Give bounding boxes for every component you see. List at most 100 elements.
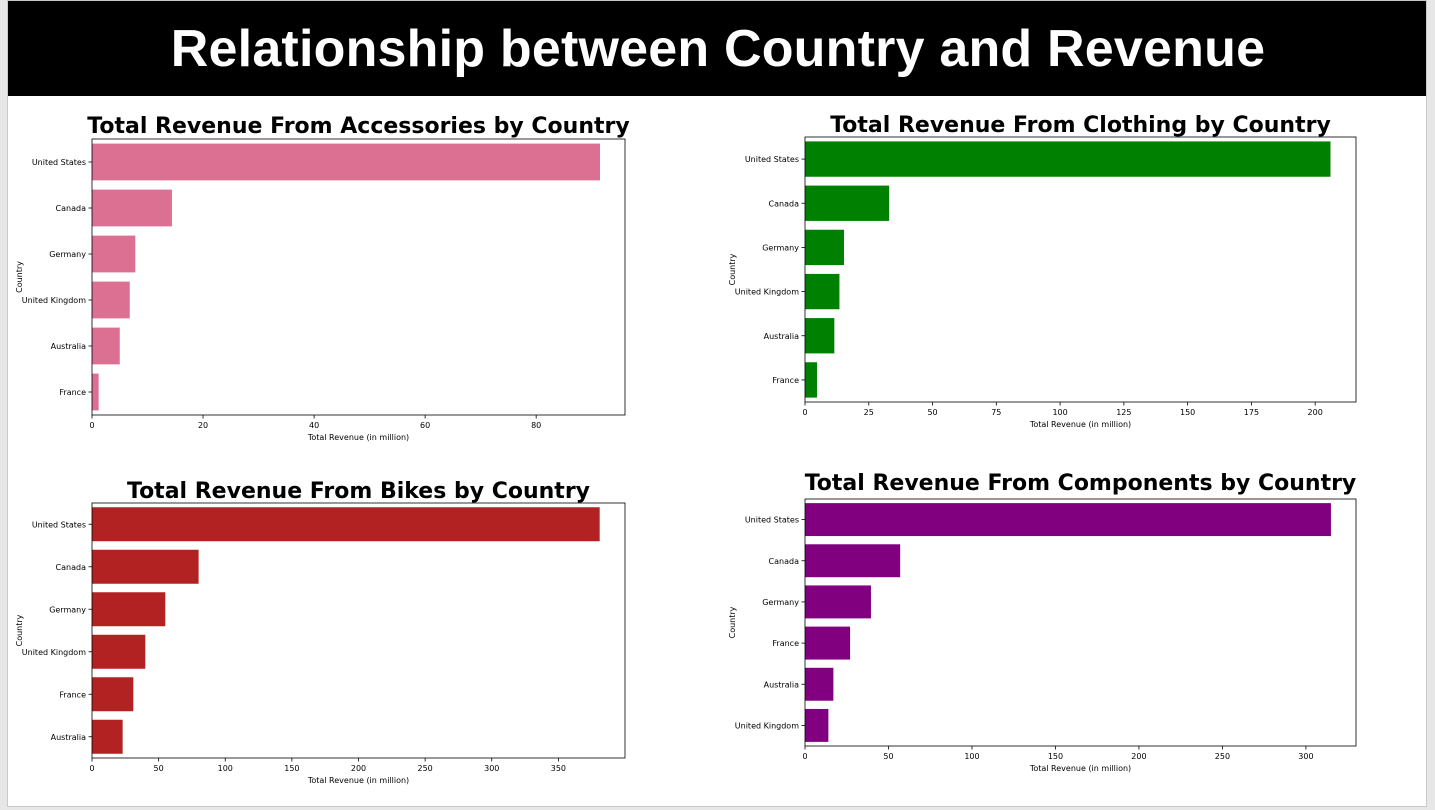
plot-frame xyxy=(91,502,626,759)
y-tick-label-united-states: United States xyxy=(32,520,86,529)
bar-united-states xyxy=(805,503,1331,537)
y-tick-label-australia: Australia xyxy=(51,342,86,351)
y-tick-label-united-kingdom: United Kingdom xyxy=(735,288,799,297)
bar-united-kingdom xyxy=(805,708,829,742)
x-tick-label: 125 xyxy=(1116,408,1131,417)
x-tick-label: 100 xyxy=(218,764,233,773)
y-tick-label-germany: Germany xyxy=(49,250,86,259)
x-tick-label: 150 xyxy=(1048,752,1063,761)
bar-canada xyxy=(92,549,199,584)
x-tick-label: 20 xyxy=(198,421,208,430)
bar-canada xyxy=(805,185,890,221)
bar-australia xyxy=(92,719,123,754)
y-tick-label-france: France xyxy=(772,376,799,385)
x-tick-label: 175 xyxy=(1244,408,1259,417)
bar-france xyxy=(805,362,817,398)
y-axis-label: Country xyxy=(15,614,24,646)
x-tick-label: 60 xyxy=(420,421,430,430)
x-axis-label: Total Revenue (in million) xyxy=(307,433,409,442)
y-tick-label-germany: Germany xyxy=(49,605,86,614)
x-tick-label: 250 xyxy=(1215,752,1230,761)
x-tick-label: 200 xyxy=(1131,752,1146,761)
bar-united-states xyxy=(92,507,600,542)
chart-title: Total Revenue From Bikes by Country xyxy=(127,479,590,504)
x-tick-label: 50 xyxy=(927,408,937,417)
y-axis-label: Country xyxy=(728,606,737,638)
bar-germany xyxy=(92,592,166,627)
x-axis-label: Total Revenue (in million) xyxy=(307,776,409,785)
x-tick-label: 100 xyxy=(1052,408,1067,417)
y-tick-label-canada: Canada xyxy=(769,557,800,566)
bar-france xyxy=(92,373,99,411)
bar-france xyxy=(805,626,851,660)
bar-united-kingdom xyxy=(805,273,840,310)
x-tick-label: 200 xyxy=(1308,408,1323,417)
y-tick-label-united-states: United States xyxy=(745,155,799,164)
y-tick-label-france: France xyxy=(772,639,799,648)
page-title: Relationship between Country and Revenue xyxy=(170,19,1266,78)
chart-title: Total Revenue From Components by Country xyxy=(805,471,1357,496)
y-axis-label: Country xyxy=(728,253,737,285)
chart-title: Total Revenue From Clothing by Country xyxy=(830,113,1331,138)
x-tick-label: 250 xyxy=(417,764,432,773)
bar-canada xyxy=(92,189,172,227)
y-tick-label-australia: Australia xyxy=(764,332,799,341)
bar-united-kingdom xyxy=(92,634,146,669)
x-axis-label: Total Revenue (in million) xyxy=(1029,764,1131,773)
x-tick-label: 350 xyxy=(551,764,566,773)
bar-united-states xyxy=(805,141,1331,177)
bar-canada xyxy=(805,544,901,578)
y-tick-label-united-kingdom: United Kingdom xyxy=(22,296,86,305)
bar-australia xyxy=(92,327,120,365)
y-tick-label-united-kingdom: United Kingdom xyxy=(22,648,86,657)
x-tick-label: 300 xyxy=(484,764,499,773)
bar-united-kingdom xyxy=(92,281,130,319)
bar-germany xyxy=(805,229,845,266)
x-tick-label: 0 xyxy=(802,408,807,417)
y-tick-label-australia: Australia xyxy=(51,733,86,742)
x-tick-label: 300 xyxy=(1298,752,1313,761)
x-tick-label: 80 xyxy=(531,421,541,430)
chart-title: Total Revenue From Accessories by Countr… xyxy=(87,114,629,139)
y-tick-label-united-kingdom: United Kingdom xyxy=(735,721,799,730)
plot-frame xyxy=(804,136,1357,403)
y-tick-label-united-states: United States xyxy=(32,158,86,167)
x-tick-label: 50 xyxy=(883,752,893,761)
y-tick-label-united-states: United States xyxy=(745,516,799,525)
y-tick-label-france: France xyxy=(59,388,86,397)
bar-australia xyxy=(805,318,835,354)
x-tick-label: 40 xyxy=(309,421,319,430)
x-tick-label: 100 xyxy=(964,752,979,761)
y-tick-label-canada: Canada xyxy=(56,204,87,213)
plot-frame xyxy=(804,498,1357,747)
bar-france xyxy=(92,677,134,712)
x-tick-label: 150 xyxy=(284,764,299,773)
y-tick-label-canada: Canada xyxy=(769,199,800,208)
slide: Relationship between Country and Revenue xyxy=(7,0,1427,807)
y-axis-label: Country xyxy=(15,261,24,293)
bar-germany xyxy=(92,235,136,273)
bar-united-states xyxy=(92,143,601,181)
x-tick-label: 75 xyxy=(991,408,1001,417)
x-tick-label: 0 xyxy=(89,421,94,430)
x-tick-label: 50 xyxy=(154,764,164,773)
bar-germany xyxy=(805,585,871,619)
title-banner: Relationship between Country and Revenue xyxy=(8,1,1426,96)
x-tick-label: 0 xyxy=(802,752,807,761)
plot-frame xyxy=(91,138,626,416)
y-tick-label-australia: Australia xyxy=(764,680,799,689)
x-axis-label: Total Revenue (in million) xyxy=(1029,420,1131,429)
y-tick-label-france: France xyxy=(59,690,86,699)
x-tick-label: 150 xyxy=(1180,408,1195,417)
y-tick-label-germany: Germany xyxy=(762,243,799,252)
x-tick-label: 25 xyxy=(864,408,874,417)
bar-australia xyxy=(805,667,834,701)
y-tick-label-germany: Germany xyxy=(762,598,799,607)
x-tick-label: 200 xyxy=(351,764,366,773)
y-tick-label-canada: Canada xyxy=(56,563,87,572)
x-tick-label: 0 xyxy=(89,764,94,773)
